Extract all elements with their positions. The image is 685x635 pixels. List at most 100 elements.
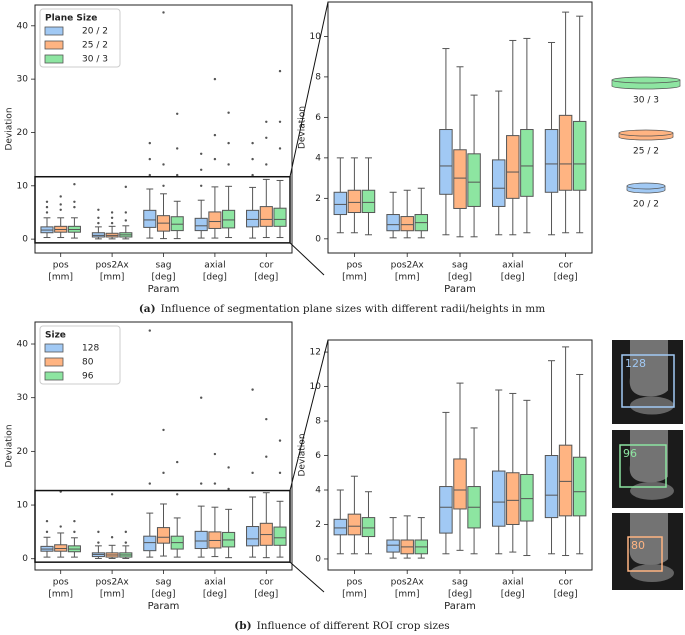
box	[143, 209, 157, 228]
outlier	[199, 184, 203, 187]
bone	[630, 481, 674, 500]
x-tick-label: pos2Ax	[96, 261, 130, 271]
disc-label: 20 / 2	[633, 200, 659, 210]
box	[506, 472, 520, 525]
y-tick-label: 20	[17, 447, 29, 457]
box	[439, 486, 453, 534]
legend-label: 25 / 2	[82, 41, 108, 51]
outlier	[110, 493, 114, 496]
box	[208, 531, 222, 549]
x-tick-label: pos	[346, 578, 362, 588]
zoom-region	[34, 489, 291, 563]
outlier	[227, 111, 230, 114]
caption: (a) Influence of segmentation plane sizes…	[139, 303, 545, 315]
roi-label: 80	[631, 539, 645, 552]
x-tick-label: [mm]	[342, 590, 367, 600]
box	[361, 517, 376, 538]
legend-label: 30 / 3	[82, 55, 108, 65]
plot-frame	[34, 321, 293, 571]
box	[222, 209, 236, 229]
outlier	[278, 69, 282, 73]
y-axis-label: Deviation	[5, 107, 15, 150]
y-tick-label: 0	[315, 554, 321, 564]
x-tick-label: pos	[53, 578, 69, 588]
y-tick-label: 6	[315, 113, 321, 123]
box	[333, 191, 348, 216]
x-tick-label: sag	[452, 578, 468, 588]
x-tick-label: axial	[204, 578, 225, 588]
x-tick-label: [mm]	[395, 590, 420, 600]
bone	[629, 430, 668, 483]
outlier	[213, 482, 217, 485]
legend-swatch	[44, 40, 64, 50]
x-tick-label: [deg]	[448, 273, 472, 283]
box	[453, 149, 467, 209]
outlier	[110, 216, 114, 219]
outlier	[278, 439, 282, 442]
outlier	[199, 482, 203, 485]
outlier	[278, 120, 282, 124]
outlier	[59, 525, 62, 528]
outlier	[73, 200, 76, 203]
outlier	[148, 157, 151, 161]
outlier	[251, 157, 254, 161]
outlier	[124, 219, 128, 222]
outlier	[162, 184, 165, 187]
outlier	[227, 141, 230, 145]
outlier	[176, 147, 179, 150]
y-tick-label: 8	[315, 417, 321, 427]
outlier	[265, 136, 268, 139]
outlier	[97, 541, 100, 544]
x-tick-label: sag	[452, 261, 468, 271]
box	[386, 214, 400, 232]
y-tick-label: 30	[17, 75, 29, 85]
box	[91, 232, 105, 238]
outlier	[45, 519, 49, 523]
outlier	[124, 530, 128, 534]
box	[194, 217, 208, 232]
box	[156, 527, 171, 544]
box	[143, 535, 157, 552]
bone	[630, 564, 674, 583]
y-tick-label: 0	[315, 234, 321, 244]
legend-label: 80	[82, 358, 94, 368]
outlier	[162, 428, 165, 432]
outlier	[59, 208, 62, 211]
x-axis-label: Param	[148, 601, 180, 612]
outlier	[213, 77, 217, 81]
disc-label: 30 / 3	[633, 96, 659, 106]
y-tick-label: 6	[315, 451, 321, 461]
y-tick-label: 4	[315, 153, 321, 163]
overview-panel	[40, 11, 287, 240]
outlier	[278, 147, 282, 150]
outlier	[227, 163, 230, 166]
caption-text: Influence of different ROI crop sizes	[257, 620, 450, 632]
y-axis-label: Deviation	[298, 433, 308, 476]
y-tick-label: 20	[17, 128, 29, 138]
box	[572, 120, 587, 191]
zoom-connector	[289, 339, 329, 491]
outlier	[213, 157, 217, 161]
y-tick-label: 10	[310, 382, 322, 392]
disc-top	[618, 129, 674, 137]
x-tick-label: pos2Ax	[391, 261, 425, 271]
disc-top	[626, 182, 666, 190]
outlier	[148, 173, 151, 177]
box	[558, 114, 573, 191]
outlier	[110, 221, 114, 225]
outlier	[148, 329, 151, 332]
y-tick-label: 2	[315, 194, 321, 204]
legend-swatch	[44, 371, 64, 381]
outlier	[251, 141, 254, 145]
outlier	[199, 152, 203, 155]
outlier	[251, 173, 254, 177]
x-tick-label: [deg]	[554, 273, 578, 283]
box	[520, 129, 534, 197]
box	[386, 539, 400, 553]
outlier	[278, 471, 282, 475]
x-tick-label: [deg]	[152, 590, 176, 600]
box	[170, 216, 184, 232]
box	[194, 530, 208, 550]
y-tick-label: 0	[22, 554, 28, 564]
